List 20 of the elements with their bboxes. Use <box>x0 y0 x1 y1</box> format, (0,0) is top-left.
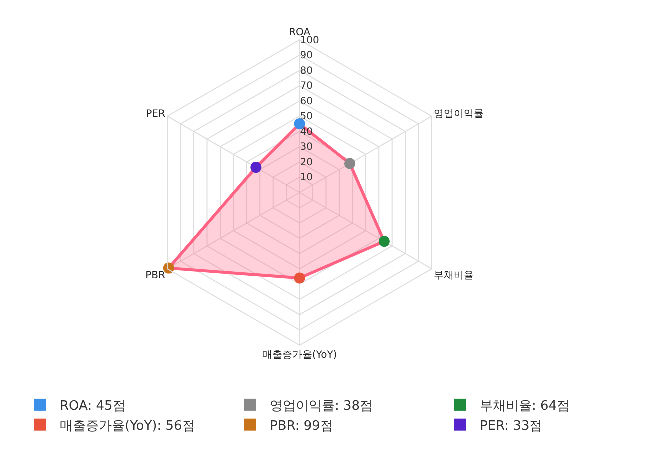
spoke-label: PBR <box>146 270 166 282</box>
spoke-label: 부채비율 <box>434 270 474 282</box>
y-tick-label: 90 <box>300 50 314 62</box>
y-tick-label: 30 <box>300 142 314 154</box>
spoke-label: PER <box>146 109 166 120</box>
y-tick-label: 60 <box>300 96 314 108</box>
text: 부채비율: 64점 <box>480 399 570 414</box>
text: PBR: 99점 <box>270 418 334 434</box>
y-tick-label: 70 <box>300 81 314 92</box>
y-tick-label: 50 <box>300 112 314 123</box>
spoke-label: 영업이익률 <box>434 109 484 120</box>
y-tick-label: 10 <box>300 172 314 184</box>
text: PER: 33점 <box>480 418 543 434</box>
y-tick-label: 40 <box>300 126 314 138</box>
y-tick-label: 80 <box>300 66 314 77</box>
text: 영업이익률: 38점 <box>270 399 374 414</box>
spoke-label: 매출증가율(YoY) <box>262 350 338 361</box>
y-tick-label: 20 <box>300 157 314 168</box>
text: 매출증가율(YoY): 56점 <box>60 418 196 434</box>
text: ROA: 45점 <box>60 399 126 414</box>
